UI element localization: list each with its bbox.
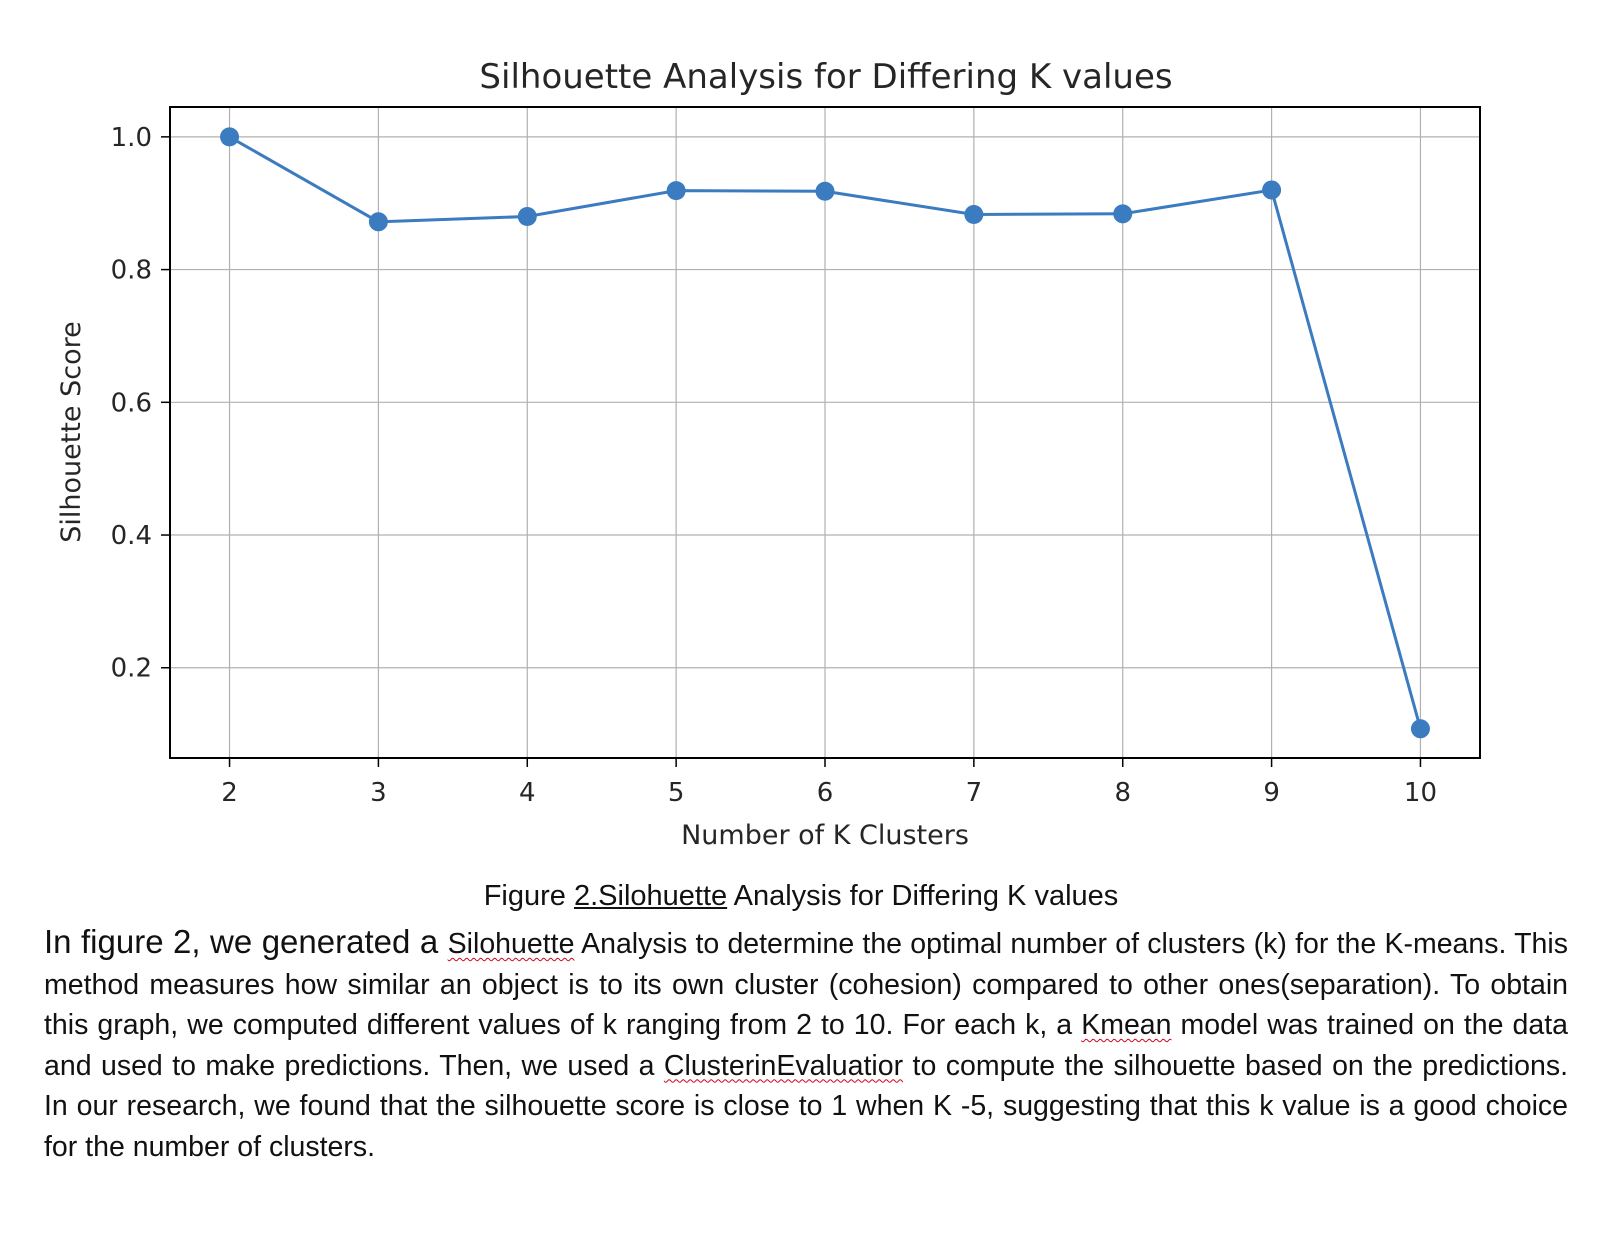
x-tick-label: 8 [1114, 778, 1131, 808]
x-tick-label: 10 [1404, 778, 1437, 808]
data-point [1410, 719, 1430, 739]
x-tick-label: 6 [817, 778, 834, 808]
x-tick-label: 7 [966, 778, 983, 808]
data-point [815, 181, 835, 201]
x-tick-label: 9 [1263, 778, 1280, 808]
paragraph-lead: In figure 2, we generated a [44, 923, 448, 960]
y-tick-label: 0.2 [111, 654, 152, 684]
caption-prefix: Figure [483, 880, 574, 912]
body-paragraph: In figure 2, we generated a Silohuette A… [44, 922, 1568, 1167]
data-point [1113, 204, 1133, 224]
data-point [517, 206, 537, 226]
series-layer [220, 127, 1430, 739]
x-tick-label: 2 [221, 778, 238, 808]
figure-caption: Figure 2.Silohuette Analysis for Differi… [0, 880, 1602, 913]
grid-lines [170, 107, 1480, 758]
caption-suffix: Analysis for Differing K values [727, 880, 1119, 912]
chart-title: Silhouette Analysis for Differing K valu… [479, 57, 1172, 97]
caption-figure-link: 2.Silohuette [573, 880, 728, 912]
misspelled-kmean: Kmean [1081, 1009, 1172, 1041]
axis-ticks: 2 3 4 5 6 7 8 9 10 0.2 0.4 0.6 0.8 1.0 [111, 123, 1437, 808]
paragraph-text-2: model was trained on the data and used t… [44, 1009, 1568, 1082]
data-point [964, 205, 984, 225]
y-axis-label: Silhouette Score [56, 321, 87, 542]
x-axis-label: Number of K Clusters [681, 820, 969, 851]
data-point [220, 127, 240, 147]
x-tick-label: 3 [370, 778, 387, 808]
silhouette-chart: Silhouette Analysis for Differing K valu… [56, 57, 1481, 851]
y-tick-label: 0.4 [111, 521, 152, 551]
y-tick-label: 0.8 [111, 256, 152, 286]
paragraph-text-3: to compute the silhouette based on the p… [44, 1049, 1568, 1163]
paragraph-text-1: Analysis to determine the optimal number… [44, 928, 1568, 1041]
x-tick-label: 4 [519, 778, 536, 808]
y-tick-label: 1.0 [111, 123, 152, 153]
data-point [666, 181, 686, 201]
misspelled-clusterinevaluatior: ClusterinEvaluatior [663, 1049, 904, 1082]
data-point [1262, 180, 1282, 200]
x-tick-label: 5 [668, 778, 685, 808]
misspelled-silohuette: Silohuette [447, 928, 575, 960]
data-point [368, 212, 388, 232]
y-tick-label: 0.6 [111, 388, 152, 418]
